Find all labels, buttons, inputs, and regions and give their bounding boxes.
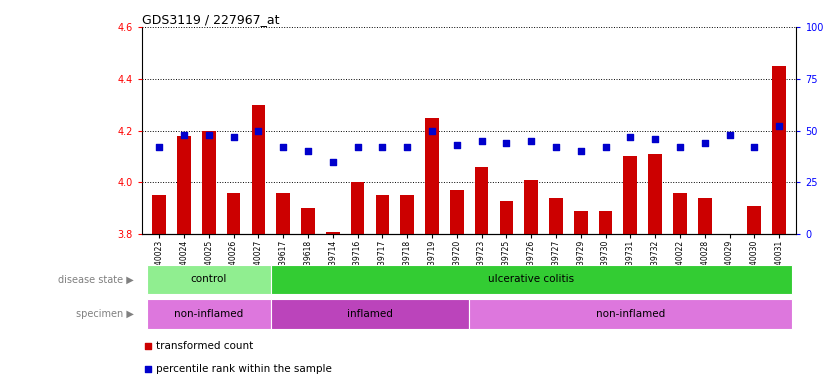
Point — [252, 127, 265, 134]
Point — [698, 140, 711, 146]
Point — [673, 144, 686, 150]
Text: non-inflamed: non-inflamed — [174, 309, 244, 319]
Point — [723, 132, 736, 138]
Bar — [252, 105, 265, 234]
Bar — [326, 232, 339, 234]
Bar — [673, 193, 686, 234]
Bar — [525, 180, 538, 234]
FancyBboxPatch shape — [147, 265, 271, 294]
Point — [475, 138, 488, 144]
Bar — [276, 193, 290, 234]
Text: GDS3119 / 227967_at: GDS3119 / 227967_at — [142, 13, 279, 26]
Bar — [747, 206, 761, 234]
Bar — [574, 211, 587, 234]
Bar — [723, 234, 736, 296]
Point — [202, 132, 215, 138]
Text: non-inflamed: non-inflamed — [595, 309, 665, 319]
Bar — [549, 198, 563, 234]
Point — [178, 132, 191, 138]
Bar — [425, 118, 439, 234]
Bar — [475, 167, 489, 234]
Bar — [450, 190, 464, 234]
Bar — [153, 195, 166, 234]
Text: specimen ▶: specimen ▶ — [76, 309, 133, 319]
Text: control: control — [190, 274, 227, 285]
Bar — [351, 182, 364, 234]
Point — [522, 249, 535, 255]
Bar — [599, 211, 612, 234]
Point — [375, 144, 389, 150]
Bar — [202, 131, 215, 234]
Point — [772, 123, 786, 129]
Bar — [375, 195, 389, 234]
Point — [500, 140, 513, 146]
Bar — [301, 209, 314, 234]
Point — [574, 148, 587, 154]
Bar — [400, 195, 414, 234]
Point — [301, 148, 314, 154]
FancyBboxPatch shape — [271, 299, 469, 329]
Bar — [624, 157, 637, 234]
Point — [747, 144, 761, 150]
Bar — [227, 193, 240, 234]
Bar — [698, 198, 711, 234]
Bar — [177, 136, 191, 234]
Point — [550, 144, 563, 150]
Text: disease state ▶: disease state ▶ — [58, 274, 133, 285]
Point — [351, 144, 364, 150]
Point — [153, 144, 166, 150]
FancyBboxPatch shape — [271, 265, 791, 294]
Point — [450, 142, 464, 148]
Point — [525, 138, 538, 144]
Point — [425, 127, 439, 134]
Point — [400, 144, 414, 150]
Bar — [772, 66, 786, 234]
Point — [227, 134, 240, 140]
FancyBboxPatch shape — [147, 299, 271, 329]
Text: ulcerative colitis: ulcerative colitis — [488, 274, 574, 285]
FancyBboxPatch shape — [469, 299, 791, 329]
Point — [624, 134, 637, 140]
Bar — [648, 154, 662, 234]
Point — [649, 136, 662, 142]
Bar — [500, 200, 513, 234]
Text: percentile rank within the sample: percentile rank within the sample — [156, 364, 332, 374]
Point — [326, 159, 339, 165]
Point — [522, 40, 535, 46]
Point — [276, 144, 289, 150]
Point — [599, 144, 612, 150]
Text: transformed count: transformed count — [156, 341, 254, 351]
Text: inflamed: inflamed — [347, 309, 393, 319]
